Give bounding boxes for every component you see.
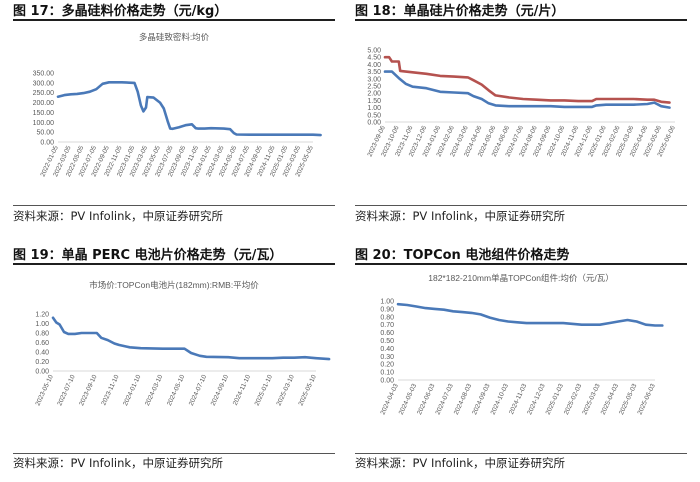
- y-tick-label: 100.00: [33, 120, 55, 127]
- y-tick-label: 4.50: [367, 55, 381, 62]
- panel-19-bottom-rule: [13, 453, 335, 454]
- panel-18-top-rule: [355, 19, 687, 21]
- x-tick-label: 2024-12-03: [526, 383, 547, 416]
- x-tick-label: 2024-10-03: [490, 383, 511, 416]
- x-tick-label: 2025-01-03: [545, 383, 566, 416]
- y-tick-label: 0.20: [380, 362, 394, 369]
- mono-wafer-price-chart: 0.000.501.001.502.002.503.003.504.004.50…: [366, 48, 677, 158]
- panel-20-title: 图 20：TOPCon 电池组件价格走势: [355, 248, 570, 263]
- y-tick-label: 250.00: [33, 90, 55, 97]
- y-tick-label: 0.80: [380, 314, 394, 321]
- y-tick-label: 1.00: [380, 299, 394, 306]
- y-tick-label: 300.00: [33, 80, 55, 87]
- x-tick-label: 2024-09-10: [210, 374, 231, 407]
- y-tick-label: 2.50: [367, 84, 381, 91]
- y-tick-label: 0.60: [380, 330, 394, 337]
- topcon-module-price-chart: 182*182-210mm单晶TOPCon组件:均价（元/瓦）0.000.100…: [379, 273, 664, 416]
- panel-17-bottom-rule: [13, 205, 335, 206]
- y-tick-label: 0.80: [35, 331, 49, 338]
- x-tick-label: 2024-04-03: [379, 383, 400, 416]
- x-tick-label: 2025-05-03: [618, 383, 639, 416]
- x-tick-label: 2024-06-03: [416, 383, 437, 416]
- y-tick-label: 1.20: [35, 312, 49, 319]
- y-tick-label: 1.00: [367, 105, 381, 112]
- x-tick-label: 2024-11-10: [232, 374, 252, 407]
- x-tick-label: 2024-09-03: [471, 383, 492, 416]
- y-tick-label: 0.60: [35, 340, 49, 347]
- panel-17-top-rule: [13, 19, 335, 21]
- chart-title: 多晶硅致密料:均价: [139, 32, 210, 42]
- y-tick-label: 0.50: [367, 112, 381, 119]
- panel-17-title: 图 17：多晶硅料价格走势（元/kg）: [13, 4, 228, 19]
- polysilicon-price-chart: 多晶硅致密料:均价 0.00 50.00 100.00 150.00 200.00 250.…: [33, 32, 322, 178]
- x-tick-label: 2025-01-10: [254, 374, 275, 407]
- y-tick-label: 0.10: [380, 370, 394, 377]
- x-tick-label: 2025-02-03: [563, 383, 584, 416]
- y-tick-label: 0.00: [367, 120, 381, 127]
- y-tick-label: 0.00: [380, 378, 394, 385]
- series-line-blue: [56, 81, 322, 137]
- y-tick-label: 0.40: [380, 346, 394, 353]
- series-line-red: [383, 55, 671, 104]
- y-tick-label: 200.00: [33, 100, 55, 107]
- x-tick-label: 2024-03-10: [144, 374, 165, 407]
- x-tick-label: 2024-07-03: [434, 383, 455, 416]
- x-tick-label: 2023-07-10: [56, 374, 77, 407]
- series-line-blue: [51, 316, 331, 361]
- y-tick-label: 0.00: [35, 369, 49, 376]
- x-tick-label: 2024-11-03: [508, 383, 528, 416]
- x-tick-label: 2023-05-10: [34, 374, 55, 407]
- series-line-blue: [383, 70, 671, 109]
- x-tick-label: 2024-05-10: [166, 374, 187, 407]
- x-tick-label: 2025-05-10: [297, 374, 318, 407]
- x-tick-label: 2025-06-03: [636, 383, 657, 416]
- y-tick-label: 4.00: [367, 62, 381, 69]
- panel-18-bottom-rule: [355, 205, 687, 206]
- panel-20-top-rule: [355, 263, 687, 265]
- panel-18-source: 资料来源：PV Infolink，中原证券研究所: [355, 209, 566, 223]
- y-tick-label: 50.00: [36, 130, 54, 137]
- panel-19-title: 图 19：单晶 PERC 电池片价格走势（元/瓦）: [13, 248, 283, 263]
- y-tick-label: 1.50: [367, 98, 381, 105]
- panel-19-source: 资料来源：PV Infolink，中原证券研究所: [13, 456, 224, 470]
- y-tick-label: 0.40: [35, 350, 49, 357]
- panel-19-top-rule: [13, 263, 335, 265]
- y-tick-label: 0.30: [380, 354, 394, 361]
- y-tick-label: 1.00: [35, 321, 49, 328]
- panel-20-bottom-rule: [355, 453, 687, 454]
- x-tick-label: 2024-01-10: [122, 374, 143, 407]
- y-tick-label: 0.70: [380, 322, 394, 329]
- x-tick-label: 2025-04-03: [600, 383, 621, 416]
- x-tick-label: 2024-07-10: [188, 374, 209, 407]
- panel-18-title: 图 18：单晶硅片价格走势（元/片）: [355, 4, 565, 19]
- panel-17-source: 资料来源：PV Infolink，中原证券研究所: [13, 209, 224, 223]
- y-tick-label: 0.90: [380, 306, 394, 313]
- chart-title: 市场价:TOPCon电池片(182mm):RMB:平均价: [89, 280, 259, 290]
- y-tick-label: 0.20: [35, 359, 49, 366]
- y-tick-label: 5.00: [367, 48, 381, 55]
- x-tick-label: 2025-03-03: [581, 383, 602, 416]
- perc-cell-price-chart: 市场价:TOPCon电池片(182mm):RMB:平均价 0.00 0.20 0.40…: [34, 280, 331, 407]
- x-tick-label: 2024-08-03: [453, 383, 474, 416]
- y-tick-label: 0.00: [40, 140, 54, 147]
- x-tick-label: 2025-03-10: [275, 374, 296, 407]
- x-tick-label: 2024-05-03: [398, 383, 419, 416]
- chart-title: 182*182-210mm单晶TOPCon组件:均价（元/瓦）: [428, 273, 613, 283]
- y-tick-label: 3.00: [367, 76, 381, 83]
- y-tick-label: 150.00: [33, 110, 55, 117]
- panel-20-source: 资料来源：PV Infolink，中原证券研究所: [355, 456, 566, 470]
- y-tick-label: 350.00: [33, 71, 55, 78]
- y-tick-label: 0.50: [380, 338, 394, 345]
- x-tick-label: 2023-09-10: [78, 374, 99, 407]
- x-tick-label: 2023-11-10: [100, 374, 120, 407]
- y-tick-label: 3.50: [367, 69, 381, 76]
- series-line-blue: [396, 302, 664, 327]
- y-tick-label: 2.00: [367, 91, 381, 98]
